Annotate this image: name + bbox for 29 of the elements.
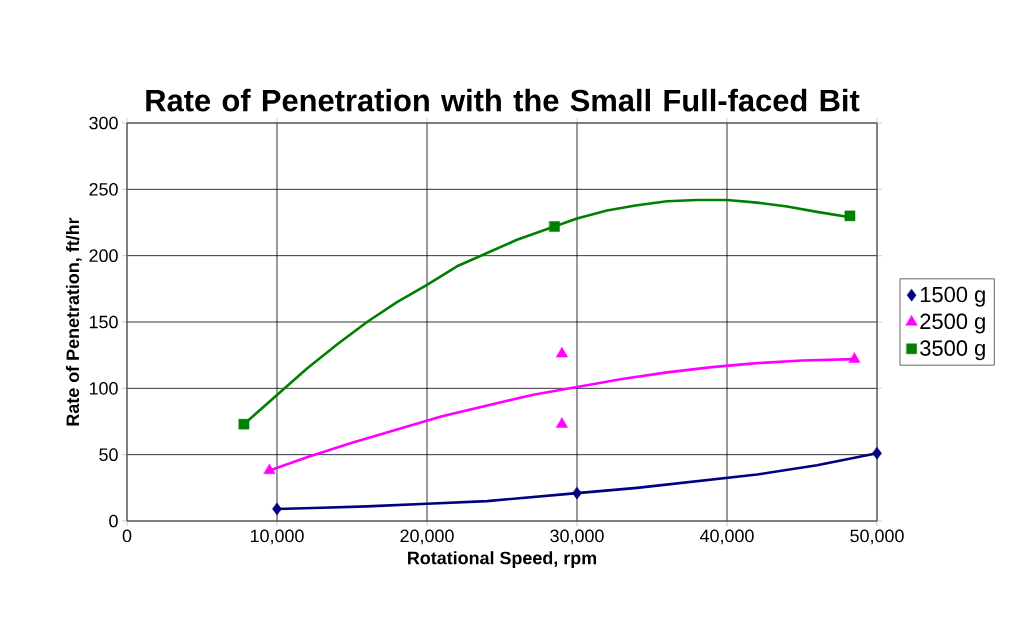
point (272, 502, 282, 516)
x-tick-label: 0 (122, 529, 132, 543)
point (572, 486, 582, 500)
x-tick-label: 50,000 (850, 529, 904, 545)
y-tick-label: 250 (89, 182, 118, 196)
point (549, 221, 560, 232)
y-tick-label: 200 (89, 249, 118, 263)
point (238, 418, 250, 430)
legend-label: 2500 g (920, 313, 985, 334)
y-tick-label: 150 (89, 315, 118, 329)
y-tick-label: 50 (99, 448, 118, 462)
x-tick-label: 30,000 (550, 529, 604, 545)
y-tick-label: 0 (109, 514, 118, 528)
point (872, 447, 882, 460)
legend-label: 3500 g (920, 340, 985, 361)
point (263, 463, 276, 475)
x-tick-label: 20,000 (400, 529, 454, 545)
legend-label: 1500 g (920, 286, 985, 307)
point (848, 352, 861, 363)
y-axis-title: Rate of Penetration, ft/hr (65, 217, 82, 426)
y-tick-label: 300 (89, 116, 118, 130)
point (556, 417, 568, 428)
chart-title: Rate of Penetration with the Small Full-faced Bit (146, 88, 860, 112)
y-tick-label: 100 (89, 381, 118, 395)
point (556, 347, 568, 358)
x-axis-title: Rotational Speed, rpm (408, 551, 597, 568)
point (844, 210, 856, 222)
x-tick-label: 40,000 (699, 529, 754, 545)
x-tick-label: 10,000 (250, 529, 304, 545)
